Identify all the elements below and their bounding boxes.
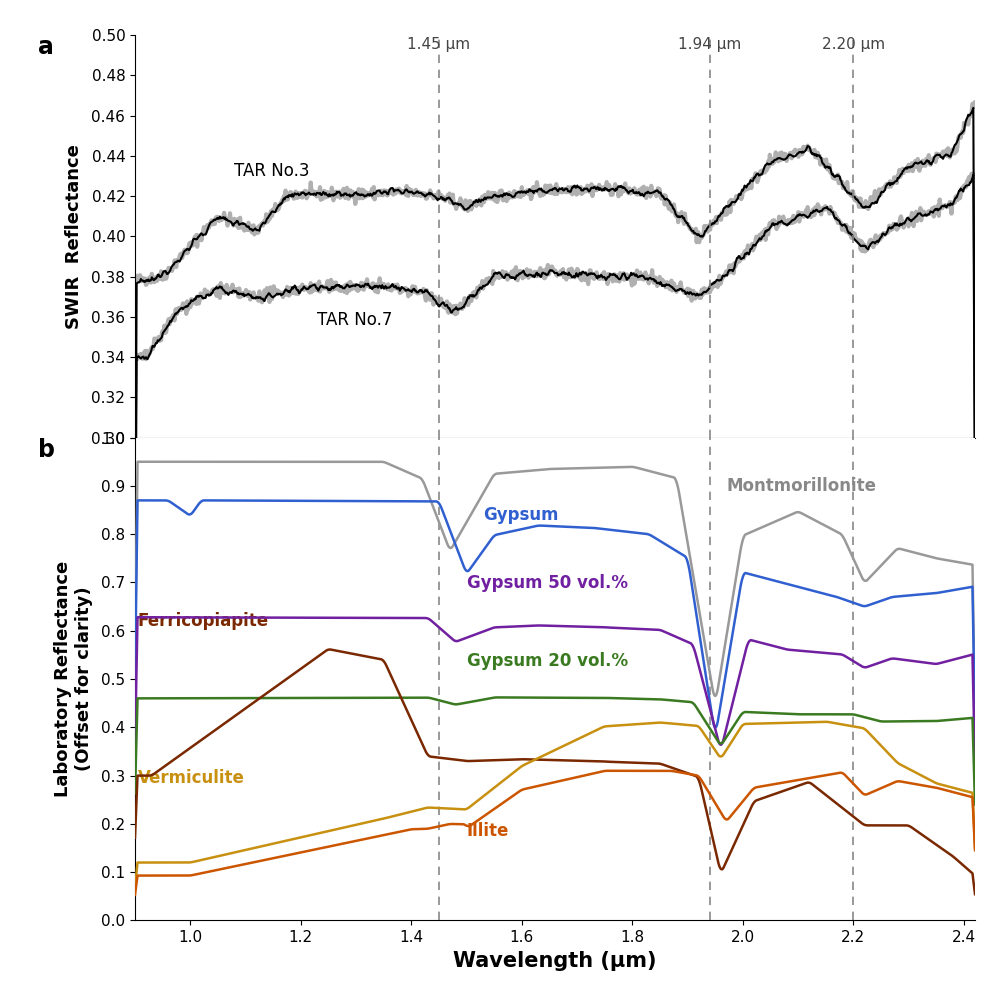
Text: 2.20 μm: 2.20 μm xyxy=(822,37,885,52)
Text: b: b xyxy=(38,438,55,462)
Text: Gypsum 50 vol.%: Gypsum 50 vol.% xyxy=(467,574,628,593)
Text: Montmorillonite: Montmorillonite xyxy=(726,477,876,495)
X-axis label: Wavelength (μm): Wavelength (μm) xyxy=(453,951,657,971)
Text: Vermiculite: Vermiculite xyxy=(138,769,245,787)
Y-axis label: SWIR  Reflectance: SWIR Reflectance xyxy=(65,144,83,329)
Text: Gypsum 20 vol.%: Gypsum 20 vol.% xyxy=(467,652,628,670)
Text: 1.45 μm: 1.45 μm xyxy=(407,37,471,52)
Text: TAR No.3: TAR No.3 xyxy=(234,162,310,180)
Text: TAR No.7: TAR No.7 xyxy=(317,311,393,329)
Text: a: a xyxy=(38,35,54,59)
Text: 1.94 μm: 1.94 μm xyxy=(678,37,741,52)
Text: Ferricopiapite: Ferricopiapite xyxy=(138,612,269,630)
Text: Gypsum: Gypsum xyxy=(483,506,559,524)
Y-axis label: Laboratory Reflectance
(Offset for clarity): Laboratory Reflectance (Offset for clari… xyxy=(54,561,93,797)
Text: Illite: Illite xyxy=(467,822,509,840)
